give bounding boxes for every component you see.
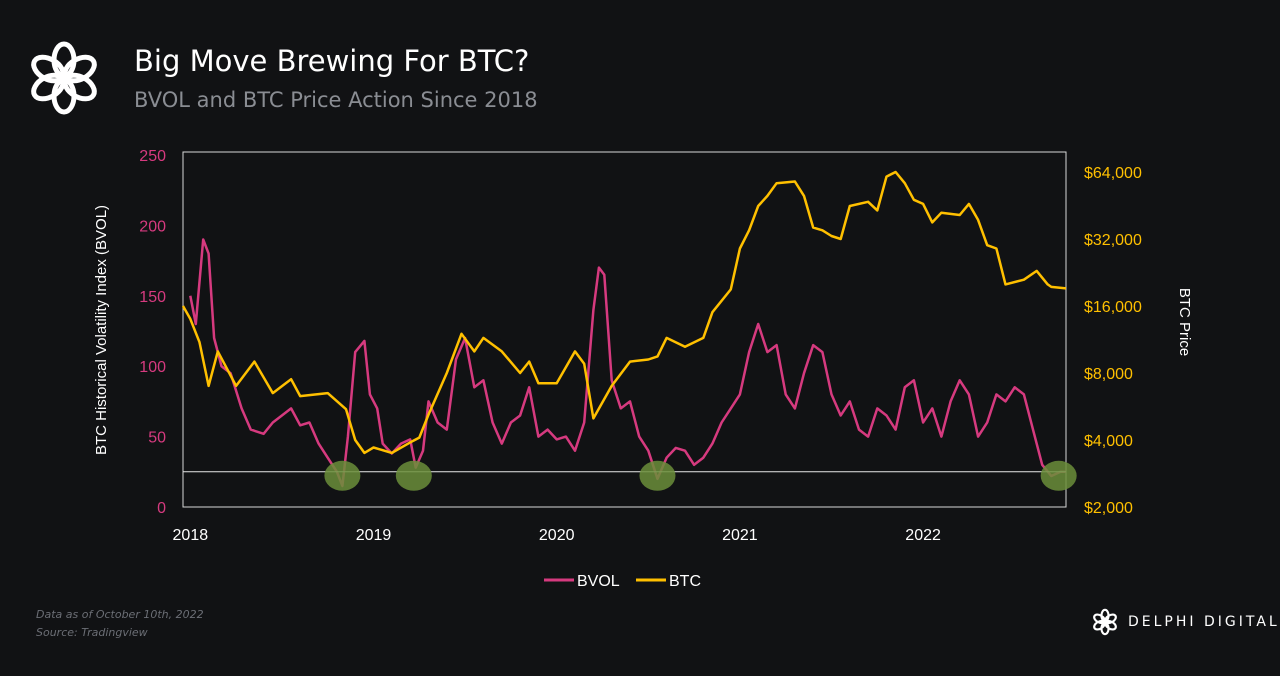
chart-title: Big Move Brewing For BTC? <box>134 44 530 78</box>
low-volatility-highlight <box>639 460 676 491</box>
y2-tick-label: $4,000 <box>1084 433 1133 450</box>
brand: DELPHI DIGITAL <box>1090 607 1280 637</box>
brand-name: DELPHI DIGITAL <box>1128 614 1280 630</box>
low-volatility-highlight <box>1040 460 1077 491</box>
plot-area <box>182 151 1067 508</box>
x-tick-label: 2020 <box>539 527 575 544</box>
y2-axis-label: BTC Price <box>1176 288 1193 356</box>
y2-tick-label: $8,000 <box>1084 366 1133 383</box>
y-tick-label: 50 <box>148 430 166 447</box>
y-tick-label: 250 <box>139 148 166 165</box>
data-date-note: Data as of October 10th, 2022 <box>36 608 204 621</box>
x-tick-label: 2021 <box>722 527 758 544</box>
y-tick-label: 150 <box>139 289 166 306</box>
low-volatility-highlight <box>395 460 432 491</box>
chart: 2018 2019 2020 2021 2022 0 50 100 150 200 250 $2,00… <box>93 148 1193 590</box>
delphi-small-logo-icon <box>1093 608 1117 636</box>
y-tick-label: 0 <box>157 500 166 517</box>
chart-subtitle: BVOL and BTC Price Action Since 2018 <box>134 88 538 112</box>
legend-label-btc: BTC <box>669 573 701 590</box>
x-tick-label: 2022 <box>905 527 941 544</box>
x-tick-label: 2019 <box>356 527 392 544</box>
low-volatility-highlight <box>324 460 361 491</box>
y-tick-label: 200 <box>139 218 166 235</box>
y2-tick-label: $32,000 <box>1084 232 1142 249</box>
source-note: Source: Tradingview <box>36 626 148 639</box>
series-line-btc <box>181 170 1067 455</box>
legend-label-bvol: BVOL <box>577 573 620 590</box>
x-tick-label: 2018 <box>173 527 209 544</box>
y-tick-label: 100 <box>139 359 166 376</box>
y2-tick-label: $16,000 <box>1084 299 1142 316</box>
y-axis-label: BTC Historical Volatility Index (BVOL) <box>93 205 110 455</box>
y2-tick-label: $2,000 <box>1084 500 1133 517</box>
delphi-logo-icon <box>22 36 106 120</box>
y2-tick-label: $64,000 <box>1084 165 1142 182</box>
legend: BVOL BTC <box>544 573 701 590</box>
